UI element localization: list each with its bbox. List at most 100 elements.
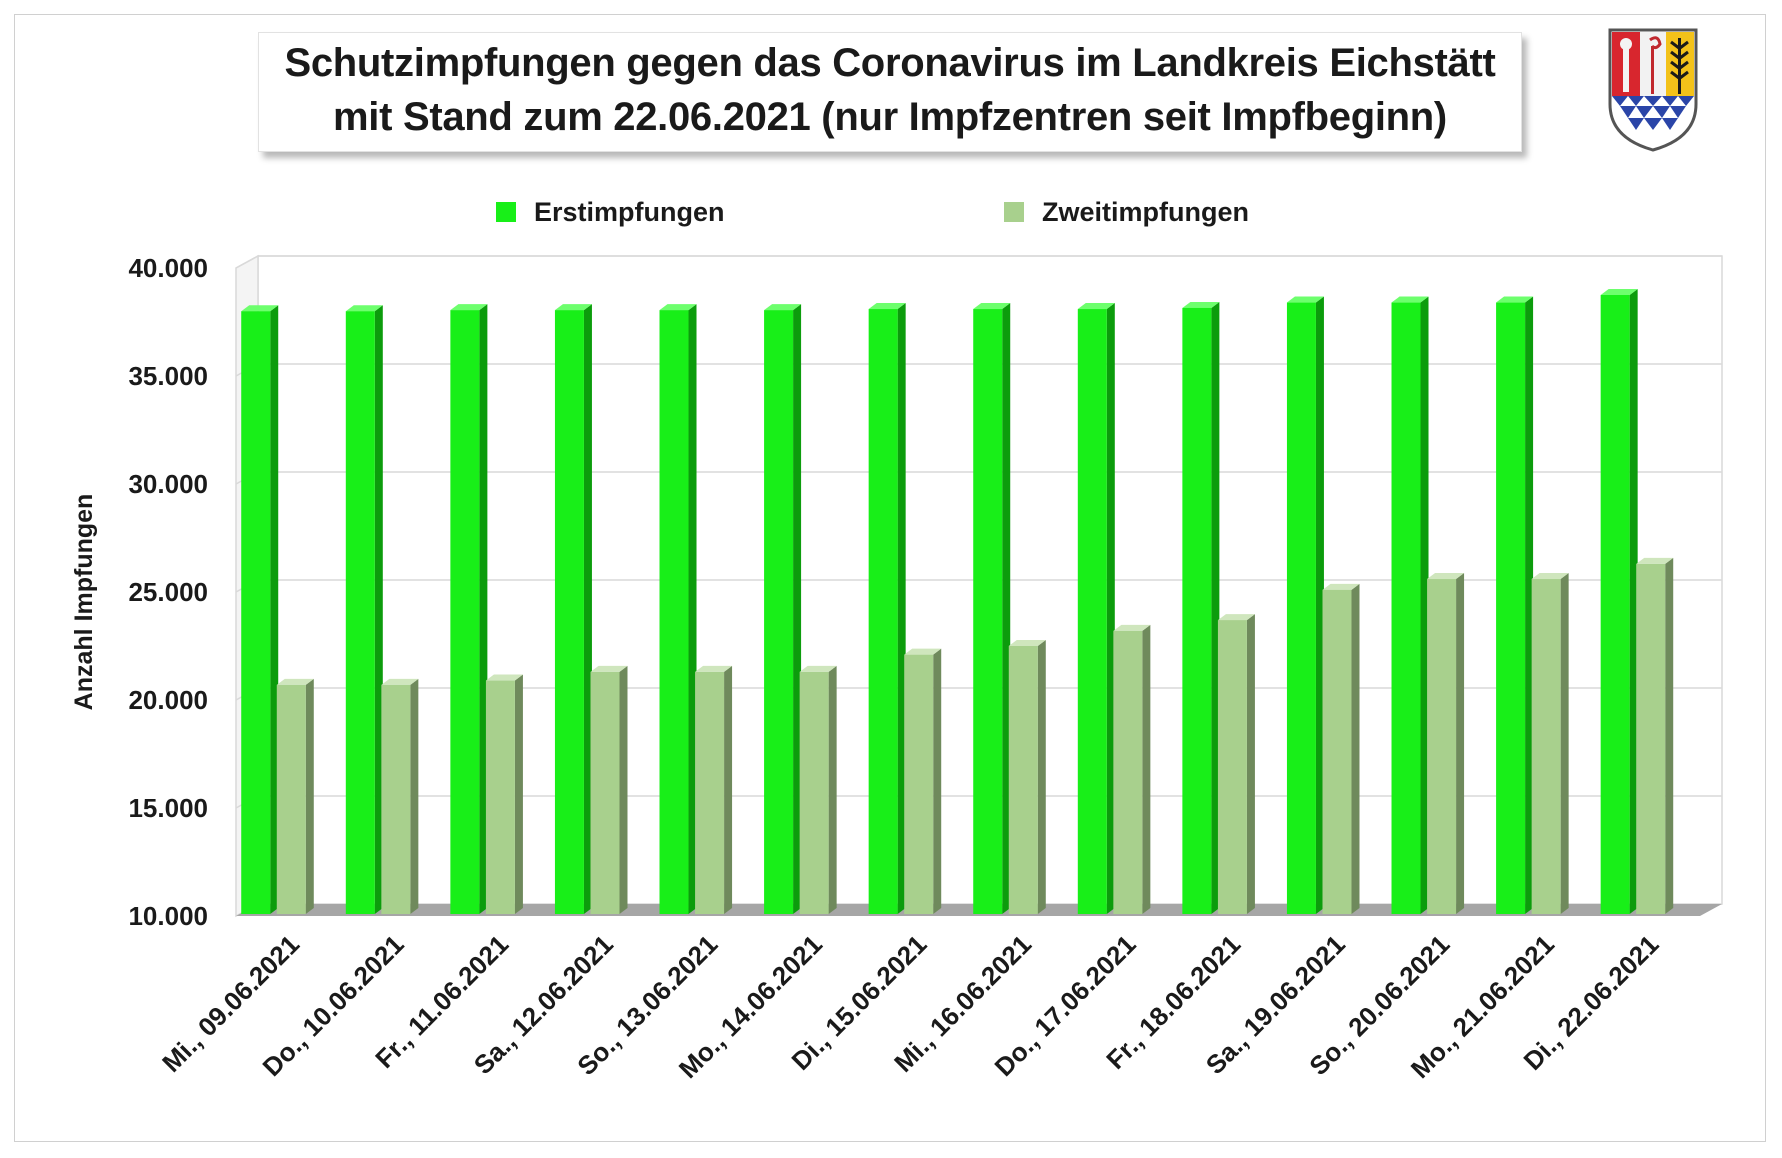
bar-side-zweit — [1246, 614, 1255, 914]
legend-item-zweitimpfungen: Zweitimpfungen — [1004, 192, 1249, 232]
bar-side-zweit — [724, 665, 733, 914]
bar-side-zweit — [619, 665, 628, 914]
coat-of-arms-logo — [1608, 28, 1698, 152]
bar-zweit — [1636, 563, 1666, 914]
bar-side-zweit — [514, 674, 523, 914]
bar-top-erst — [1077, 303, 1115, 310]
legend-label-zweitimpfungen: Zweitimpfungen — [1042, 196, 1249, 227]
bar-erst — [764, 310, 794, 914]
bar-erst — [241, 311, 271, 914]
y-tick-label: 25.000 — [128, 577, 208, 607]
bar-zweit — [1217, 620, 1247, 914]
bar-side-erst — [1002, 303, 1011, 914]
bar-side-erst — [1420, 296, 1429, 914]
bar-top-zweit — [1427, 573, 1465, 580]
bar-side-erst — [583, 304, 592, 914]
bar-side-zweit — [828, 665, 837, 914]
bar-erst — [554, 310, 584, 914]
gridline-side — [235, 255, 259, 269]
bar-side-zweit — [1456, 573, 1465, 914]
bar-side-erst — [479, 304, 488, 914]
bar-top-zweit — [276, 678, 314, 685]
bar-side-zweit — [1560, 573, 1569, 914]
bar-erst — [1077, 309, 1107, 914]
bar-top-erst — [450, 304, 488, 311]
bar-erst — [973, 309, 1003, 914]
y-tick-label: 35.000 — [128, 361, 208, 391]
bar-side-erst — [793, 304, 802, 914]
bar-side-erst — [374, 305, 383, 914]
chart-title-box: Schutzimpfungen gegen das Coronavirus im… — [258, 32, 1522, 152]
bar-side-erst — [270, 305, 279, 914]
bar-top-zweit — [1636, 557, 1674, 564]
bar-top-erst — [554, 304, 592, 311]
bar-side-erst — [1315, 296, 1324, 914]
y-tick-label: 20.000 — [128, 685, 208, 715]
bar-top-zweit — [1008, 640, 1046, 646]
bar-side-erst — [1106, 303, 1115, 914]
bar-erst — [450, 310, 480, 914]
bar-top-zweit — [1217, 614, 1255, 621]
bar-zweit — [904, 654, 934, 914]
chart-title-line-2: mit Stand zum 22.06.2021 (nur Impfzentre… — [333, 95, 1447, 139]
bar-side-zweit — [410, 678, 419, 914]
bar-side-erst — [897, 303, 906, 914]
bar-zweit — [485, 680, 515, 914]
bar-side-zweit — [305, 678, 314, 914]
bar-side-erst — [1629, 289, 1638, 914]
y-tick-label: 15.000 — [128, 793, 208, 823]
y-axis-title: Anzahl Impfungen — [70, 494, 98, 711]
bar-top-zweit — [485, 674, 523, 681]
bar-top-erst — [1496, 296, 1534, 303]
bar-zweit — [1531, 579, 1561, 914]
bar-zweit — [381, 684, 411, 914]
bar-zweit — [590, 671, 620, 914]
bar-top-zweit — [799, 665, 837, 672]
bar-zweit — [1427, 579, 1457, 914]
legend-item-erstimpfungen: Erstimpfungen — [496, 192, 725, 232]
bar-zweit — [1008, 646, 1038, 914]
bar-top-erst — [764, 304, 802, 311]
bar-top-zweit — [695, 665, 733, 672]
bar-erst — [1391, 302, 1421, 914]
bar-top-erst — [868, 303, 906, 310]
bar-side-erst — [1525, 296, 1534, 914]
bar-erst — [868, 309, 898, 914]
bar-zweit — [276, 684, 306, 914]
bar-erst — [1496, 302, 1526, 914]
bar-top-erst — [1600, 289, 1638, 295]
bar-erst — [659, 310, 689, 914]
bar-top-zweit — [1322, 583, 1360, 590]
bar-zweit — [799, 671, 829, 914]
bar-top-erst — [1182, 301, 1220, 308]
bar-top-erst — [345, 305, 383, 312]
bar-erst — [1600, 295, 1630, 914]
bar-erst — [1182, 307, 1212, 915]
bar-zweit — [1322, 589, 1352, 914]
bar-top-erst — [659, 304, 697, 311]
bar-side-zweit — [1351, 583, 1360, 914]
y-tick-label: 30.000 — [128, 469, 208, 499]
bar-top-erst — [973, 303, 1011, 310]
bar-side-erst — [688, 304, 697, 914]
bar-side-zweit — [1665, 557, 1674, 914]
bar-top-zweit — [1113, 624, 1151, 631]
bar-top-zweit — [904, 648, 942, 655]
bar-top-zweit — [590, 665, 628, 672]
bar-top-erst — [241, 305, 279, 312]
legend-swatch-zweitimpfungen — [1004, 202, 1024, 222]
legend-swatch-erstimpfungen — [496, 202, 516, 222]
bar-top-zweit — [1531, 573, 1569, 580]
bar-zweit — [1113, 630, 1143, 914]
bar-top-zweit — [381, 678, 419, 685]
bar-erst — [345, 311, 375, 914]
bar-side-zweit — [1142, 624, 1151, 914]
bar-zweit — [695, 671, 725, 914]
y-tick-label: 40.000 — [128, 253, 208, 283]
bar-side-erst — [1211, 301, 1220, 915]
y-tick-label: 10.000 — [128, 901, 208, 931]
bar-top-erst — [1391, 296, 1429, 303]
legend-label-erstimpfungen: Erstimpfungen — [534, 196, 725, 227]
bar-top-erst — [1286, 296, 1324, 303]
